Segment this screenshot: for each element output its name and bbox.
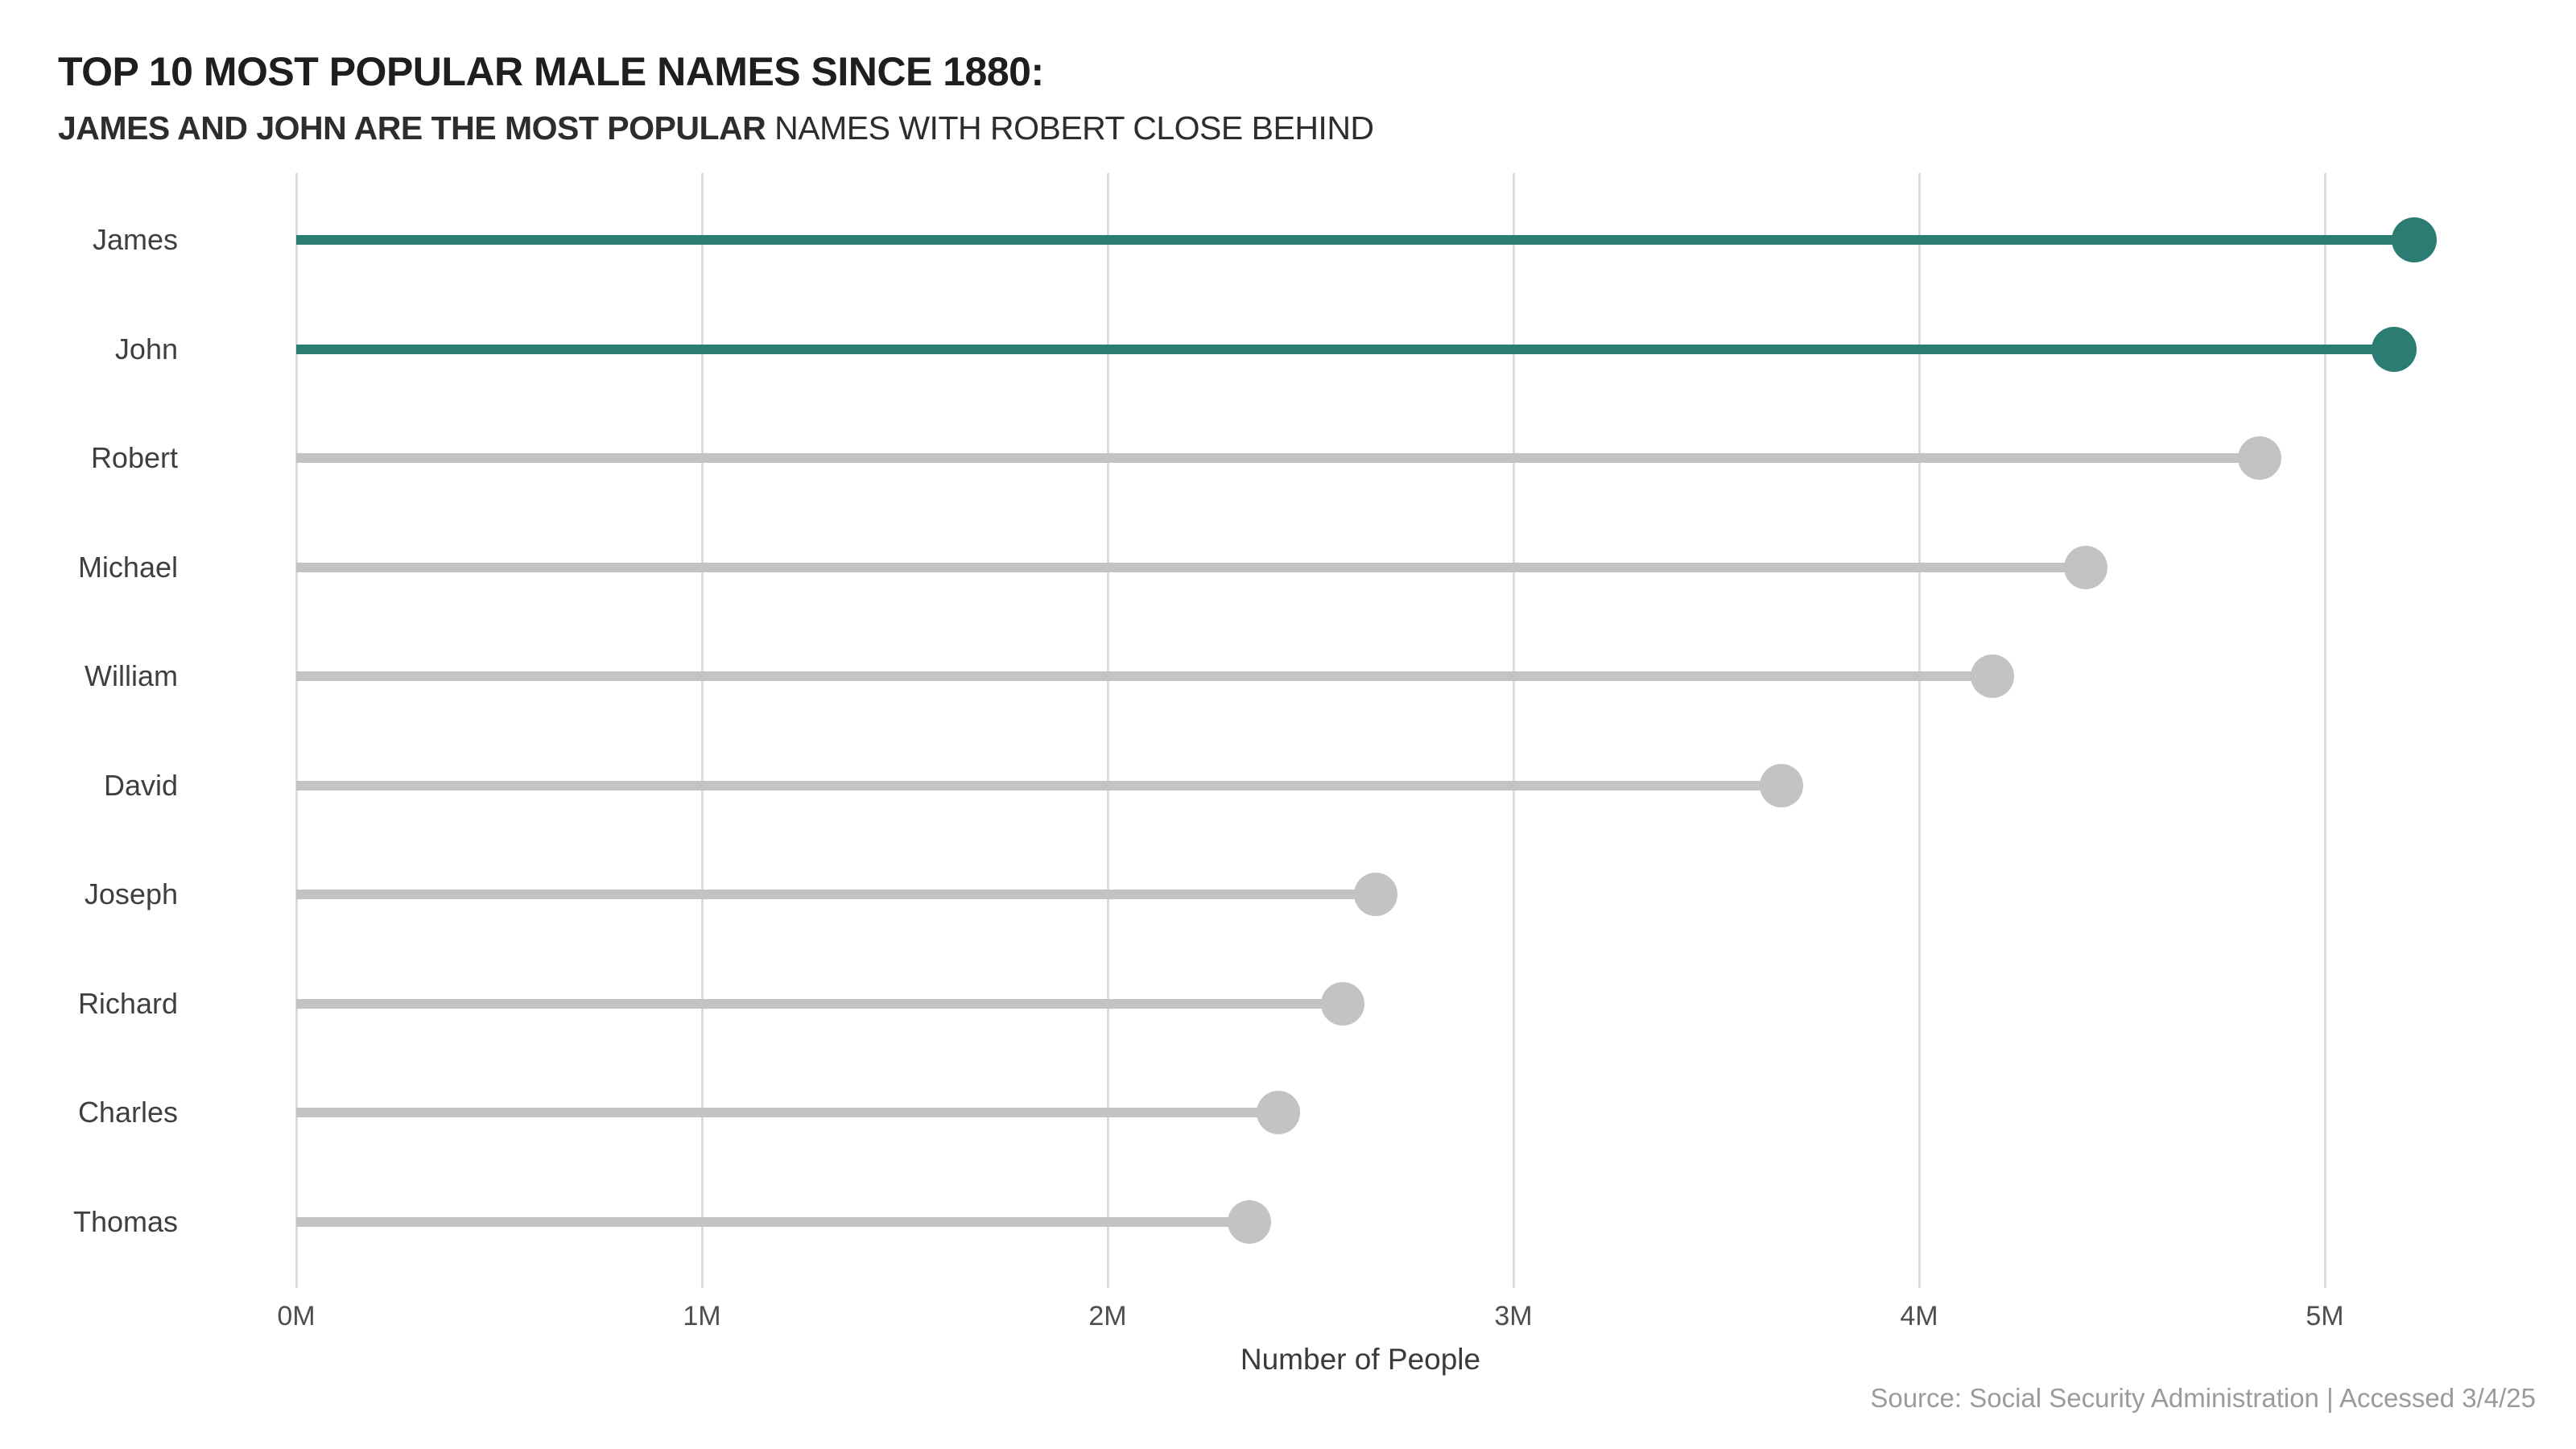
gridline-4m: [1918, 173, 1921, 1288]
x-tick-label-5m: 5M: [2306, 1301, 2344, 1331]
x-tick-label-0m: 0M: [277, 1301, 316, 1331]
gridline-1m: [700, 173, 704, 1288]
chart-subtitle-highlight: JAMES AND JOHN ARE THE MOST POPULAR: [58, 109, 766, 147]
lollipop-stem-robert: [296, 453, 2260, 463]
lollipop-stem-michael: [296, 562, 2086, 572]
chart-title: TOP 10 MOST POPULAR MALE NAMES SINCE 188…: [58, 49, 1044, 94]
lollipop-dot-michael: [2063, 545, 2107, 589]
lollipop-dot-robert: [2238, 436, 2282, 480]
row-label-david: David: [103, 768, 178, 802]
lollipop-stem-charles: [296, 1108, 1278, 1117]
row-label-john: John: [114, 332, 178, 365]
lollipop-dot-john: [2371, 326, 2417, 372]
row-label-charles: Charles: [77, 1096, 178, 1129]
lollipop-stem-james: [296, 235, 2414, 245]
lollipop-stem-joseph: [296, 890, 1376, 899]
lollipop-stem-richard: [296, 998, 1344, 1009]
x-tick-label-1m: 1M: [683, 1301, 721, 1331]
lollipop-dot-charles: [1256, 1091, 1300, 1134]
lollipop-dot-richard: [1321, 981, 1365, 1026]
row-label-richard: Richard: [77, 986, 178, 1020]
lollipop-dot-thomas: [1228, 1199, 1272, 1244]
gridline-2m: [1106, 173, 1109, 1288]
lollipop-dot-joseph: [1353, 873, 1397, 916]
row-label-robert: Robert: [90, 441, 178, 474]
lollipop-stem-david: [296, 780, 1781, 791]
lollipop-dot-william: [1970, 654, 2014, 698]
lollipop-stem-thomas: [296, 1216, 1250, 1227]
x-tick-label-3m: 3M: [1494, 1301, 1533, 1331]
x-tick-label-4m: 4M: [1900, 1301, 1938, 1331]
row-label-william: William: [85, 659, 178, 692]
gridline-3m: [1512, 173, 1515, 1288]
lollipop-stem-william: [296, 671, 1992, 681]
lollipop-stem-john: [296, 344, 2394, 354]
row-label-joseph: Joseph: [84, 877, 178, 910]
x-tick-label-2m: 2M: [1088, 1301, 1127, 1331]
row-label-michael: Michael: [77, 550, 178, 584]
lollipop-dot-david: [1759, 763, 1803, 807]
gridline-5m: [2323, 173, 2326, 1288]
x-axis-label: Number of People: [1240, 1343, 1481, 1376]
row-label-thomas: Thomas: [72, 1204, 178, 1238]
chart-subtitle: JAMES AND JOHN ARE THE MOST POPULAR NAME…: [58, 108, 1374, 148]
chart-subtitle-rest: NAMES WITH ROBERT CLOSE BEHIND: [766, 109, 1374, 147]
source-note: Source: Social Security Administration |…: [1870, 1383, 2536, 1413]
row-label-james: James: [92, 223, 178, 256]
lollipop-dot-james: [2391, 217, 2437, 262]
gridline-0m: [295, 173, 298, 1288]
